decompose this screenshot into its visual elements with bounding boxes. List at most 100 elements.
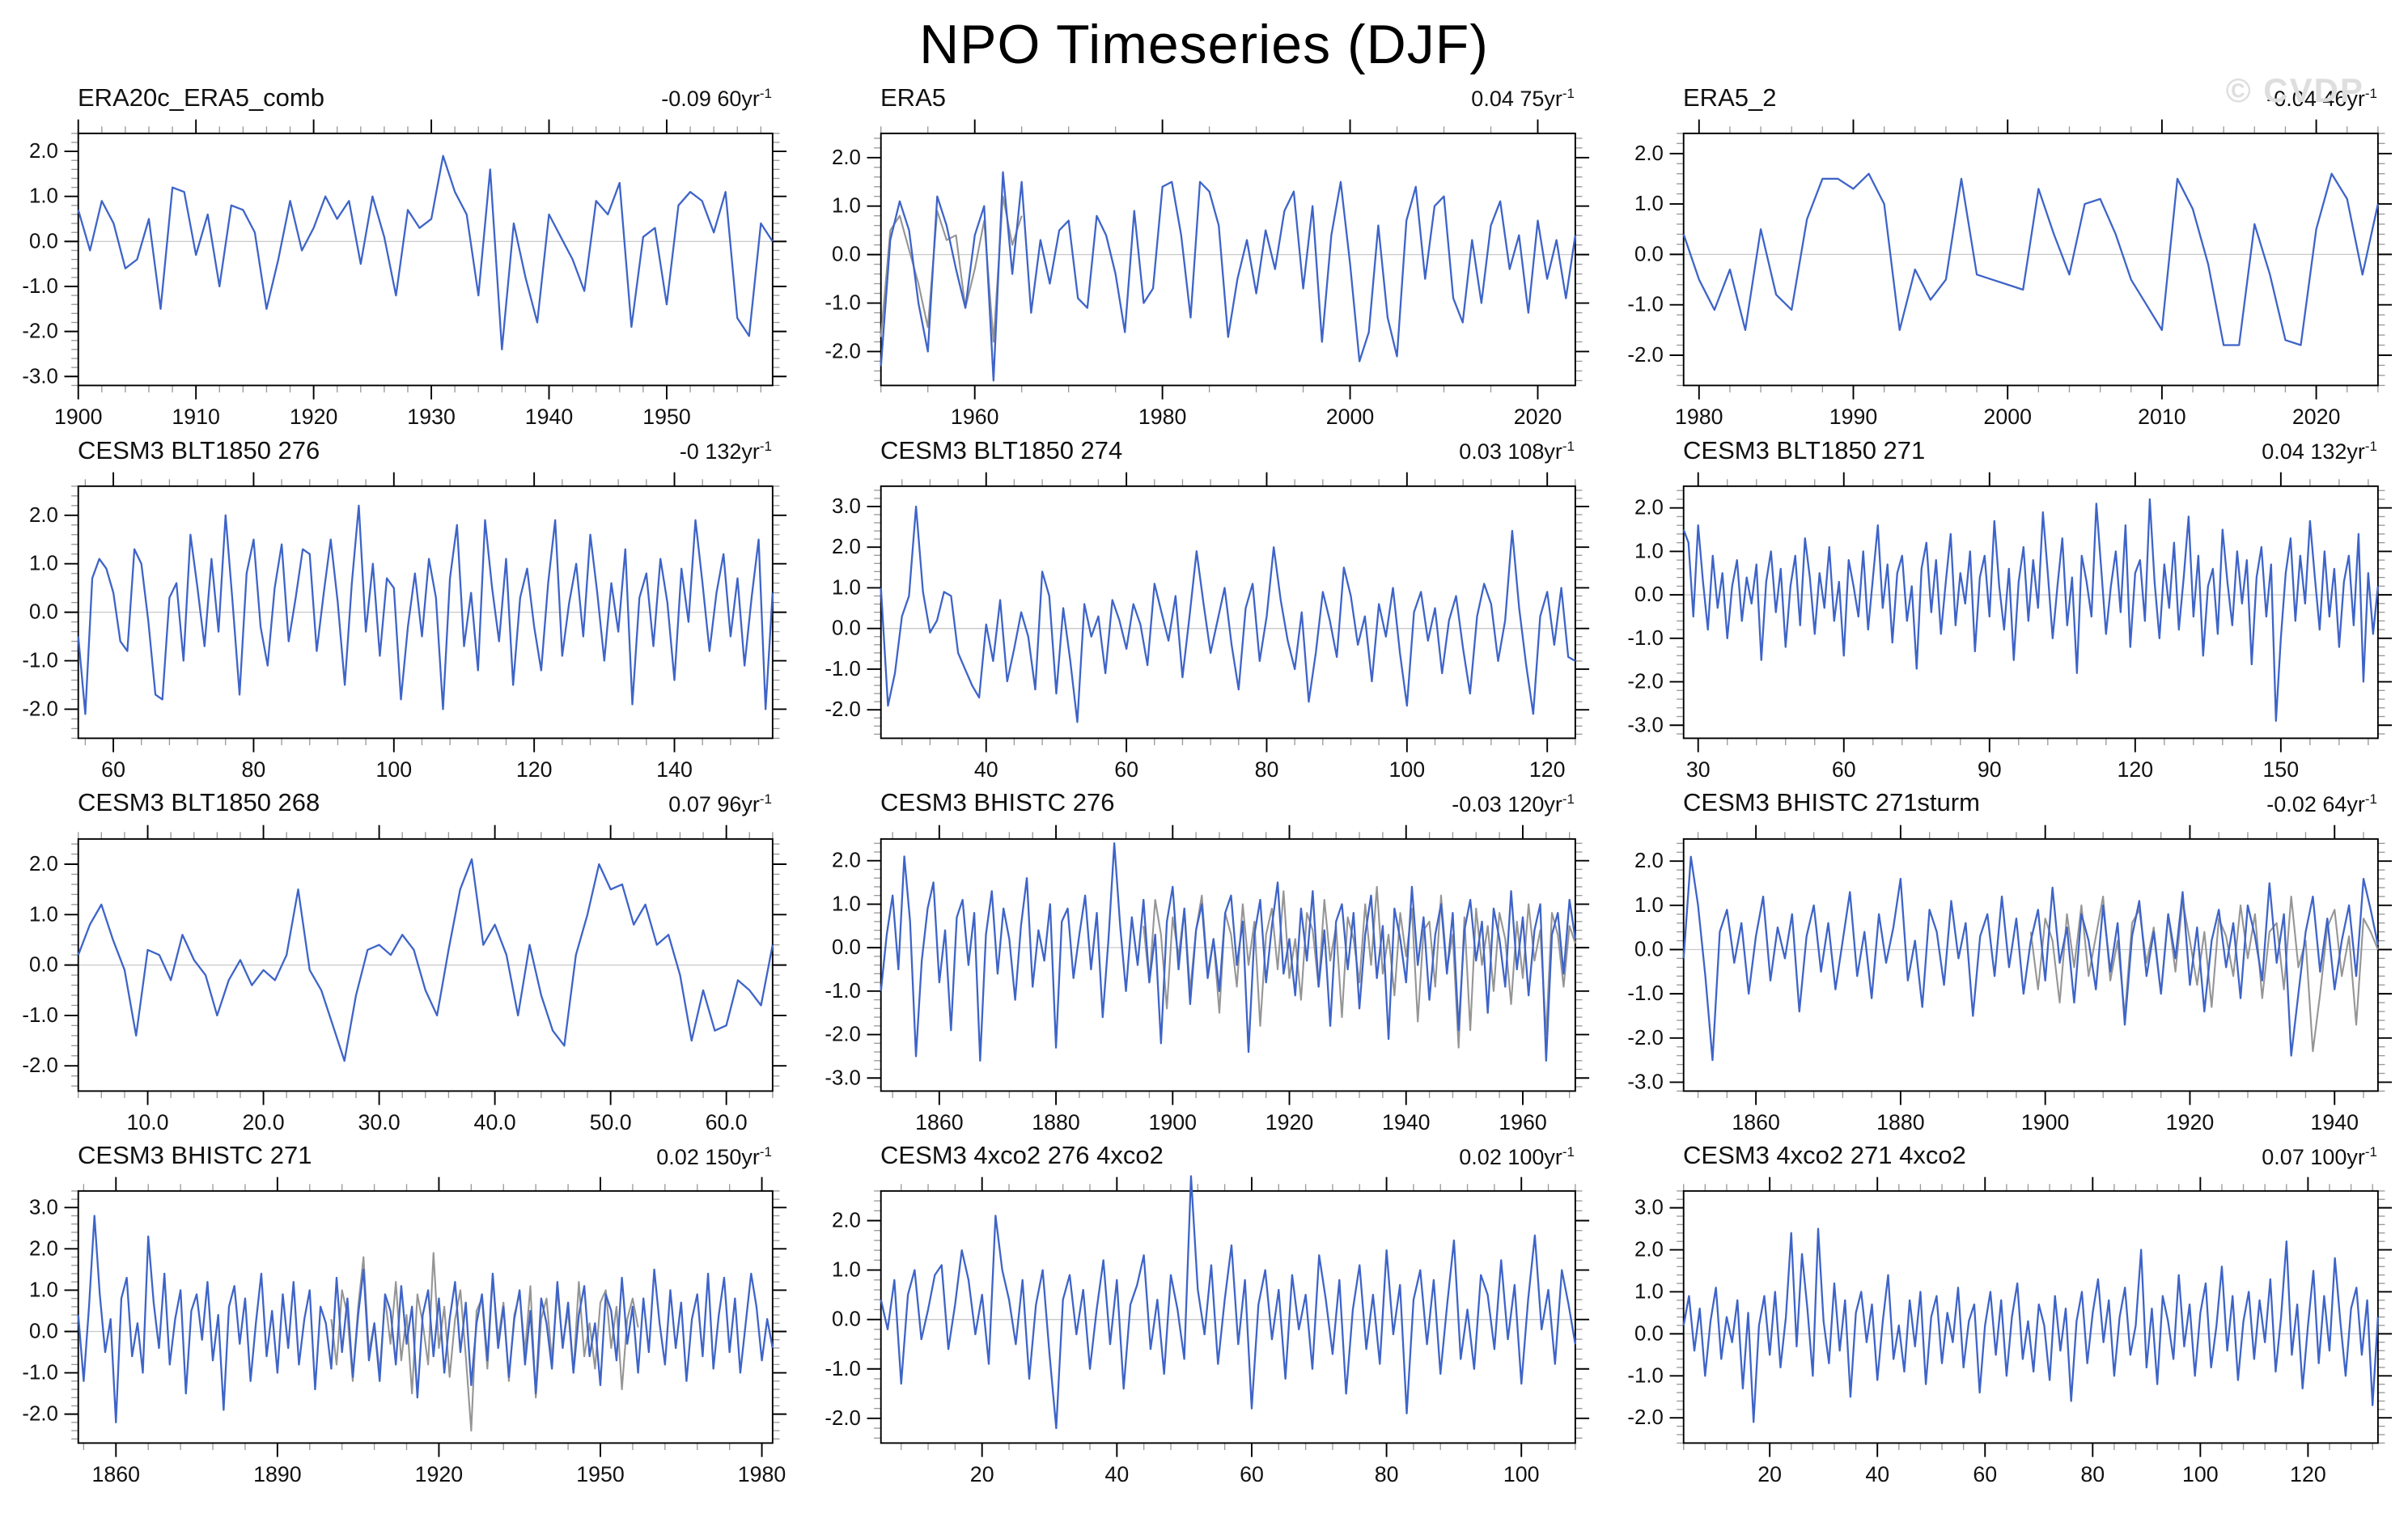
y-tick-label: 2.0 xyxy=(1634,497,1664,519)
y-tick-label: 0.0 xyxy=(1634,938,1664,960)
x-tick-label: 30 xyxy=(1686,757,1711,782)
y-tick-label: -2.0 xyxy=(22,1403,57,1426)
trend-superscript: -1 xyxy=(2364,86,2377,102)
panel-header: CESM3 4xco2 271 4xco2 0.07 100yr-1 xyxy=(1626,1142,2393,1171)
x-tick-label: 1920 xyxy=(415,1462,464,1486)
plot-frame xyxy=(1682,485,2379,740)
x-tick-label: 40.0 xyxy=(474,1110,516,1134)
x-tick-label: 1960 xyxy=(951,405,999,429)
x-tick-label: 1950 xyxy=(576,1462,625,1486)
y-tick-label: 2.0 xyxy=(29,1238,58,1261)
trend-superscript: -1 xyxy=(759,86,772,102)
y-tick-label: -2.0 xyxy=(1627,670,1663,693)
timeseries-plot: -2.0 -1.0 0.0 1.0 2.0 10.0 20.0 30.0 40.0 50.0 60.… xyxy=(22,825,787,1134)
x-tick-label: 80 xyxy=(2080,1462,2105,1486)
panel-title: CESM3 BHISTC 271 xyxy=(78,1141,312,1170)
panel-header: ERA20c_ERA5_comb -0.09 60yr-1 xyxy=(21,83,788,113)
y-tick-label: 1.0 xyxy=(29,903,58,926)
x-tick-label: 1880 xyxy=(1876,1110,1925,1134)
panel-header: CESM3 BHISTC 271sturm -0.02 64yr-1 xyxy=(1626,789,2393,818)
x-tick-label: 100 xyxy=(1503,1462,1540,1486)
x-tick-label: 1980 xyxy=(1138,405,1187,429)
y-tick-label: -3.0 xyxy=(1627,714,1663,736)
x-tick-label: 100 xyxy=(375,757,412,782)
y-tick-label: 2.0 xyxy=(29,140,58,163)
x-tick-label: 1980 xyxy=(1675,405,1723,429)
timeseries-line-blue xyxy=(880,842,1577,1062)
y-tick-label: -1.0 xyxy=(825,1358,860,1380)
x-tick-label: 100 xyxy=(2182,1462,2219,1486)
panel-title: CESM3 BLT1850 274 xyxy=(880,435,1123,464)
x-tick-label: 1960 xyxy=(1499,1110,1547,1134)
trend-superscript: -1 xyxy=(1562,791,1575,807)
y-tick-label: 0.0 xyxy=(29,600,58,623)
y-tick-label: -3.0 xyxy=(22,365,57,388)
x-tick-label: 40 xyxy=(1104,1462,1129,1486)
panel-title: ERA5_2 xyxy=(1683,83,1777,112)
plot-frame xyxy=(880,837,1576,1092)
panel-header: CESM3 BLT1850 268 0.07 96yr-1 xyxy=(21,789,788,818)
timeseries-panel: CESM3 BHISTC 276 -0.03 120yr-1 -3.0 -2.0 -1.… xyxy=(824,789,1591,1139)
panel-trend-label: 0.04 75yr-1 xyxy=(1471,86,1575,112)
y-tick-label: 0.0 xyxy=(832,617,861,640)
trend-superscript: -1 xyxy=(759,439,772,455)
y-tick-label: 2.0 xyxy=(832,1210,861,1232)
y-tick-label: 2.0 xyxy=(832,849,861,871)
panel-title: CESM3 BHISTC 276 xyxy=(880,788,1115,817)
panel-header: ERA5 0.04 75yr-1 xyxy=(824,83,1591,113)
timeseries-line-blue xyxy=(77,1215,774,1424)
y-tick-label: 2.0 xyxy=(29,853,58,876)
x-tick-label: 1940 xyxy=(1382,1110,1431,1134)
panel-trend-label: 0.04 132yr-1 xyxy=(2262,439,2377,464)
timeseries-line-blue xyxy=(77,155,774,351)
cvdp-watermark: © CVDP xyxy=(2225,71,2364,109)
panel-title: ERA20c_ERA5_comb xyxy=(78,83,324,112)
x-tick-label: 90 xyxy=(1978,757,2002,782)
timeseries-line-blue xyxy=(77,504,774,715)
y-tick-label: 1.0 xyxy=(1634,893,1664,916)
y-tick-label: 0.0 xyxy=(29,953,58,976)
x-tick-label: 20 xyxy=(1757,1462,1782,1486)
timeseries-line-blue xyxy=(1682,498,2380,722)
plot-frame xyxy=(1682,132,2379,387)
x-tick-label: 1900 xyxy=(54,405,103,429)
timeseries-line-blue xyxy=(880,171,1577,382)
y-tick-label: 3.0 xyxy=(1634,1197,1664,1219)
timeseries-line-blue xyxy=(880,505,1576,723)
timeseries-panel: CESM3 BHISTC 271sturm -0.02 64yr-1 -3.0 -2.… xyxy=(1626,789,2393,1139)
timeseries-plot: -3.0 -2.0 -1.0 0.0 1.0 2.0 1900 1910 1920 1930 194… xyxy=(22,119,787,429)
y-tick-label: -2.0 xyxy=(1627,344,1663,367)
x-tick-label: 60 xyxy=(1114,757,1138,782)
panel-header: CESM3 BLT1850 274 0.03 108yr-1 xyxy=(824,435,1591,466)
x-tick-label: 60 xyxy=(1240,1462,1264,1486)
y-tick-label: -2.0 xyxy=(22,698,57,720)
y-tick-label: 1.0 xyxy=(832,1259,861,1282)
x-tick-label: 80 xyxy=(1375,1462,1399,1486)
timeseries-plot: -3.0 -2.0 -1.0 0.0 1.0 2.0 1860 1880 1900 1920 194… xyxy=(825,825,1590,1134)
y-tick-label: -2.0 xyxy=(825,1407,860,1430)
plot-frame xyxy=(1682,837,2379,1092)
x-tick-label: 1950 xyxy=(642,405,691,429)
timeseries-plot: -2.0 -1.0 0.0 1.0 2.0 3.0 40 60 80 100 120 xyxy=(825,472,1590,782)
y-tick-label: -1.0 xyxy=(825,658,860,681)
panel-trend-label: 0.03 108yr-1 xyxy=(1459,439,1575,464)
y-tick-label: 0.0 xyxy=(1634,583,1664,606)
x-tick-label: 20.0 xyxy=(243,1110,285,1134)
panel-header: CESM3 4xco2 276 4xco2 0.02 100yr-1 xyxy=(824,1142,1591,1171)
x-tick-label: 1940 xyxy=(2310,1110,2359,1134)
x-tick-label: 1920 xyxy=(1265,1110,1314,1134)
timeseries-plot: -2.0 -1.0 0.0 1.0 2.0 1960 1980 2000 2020 xyxy=(825,119,1590,429)
y-tick-label: 1.0 xyxy=(1634,1281,1664,1304)
y-tick-label: 0.0 xyxy=(832,936,861,959)
x-tick-label: 40 xyxy=(1865,1462,1889,1486)
timeseries-plot: -3.0 -2.0 -1.0 0.0 1.0 2.0 1860 1880 1900 1920 194… xyxy=(1627,825,2393,1134)
x-tick-label: 80 xyxy=(242,757,266,782)
x-tick-label: 140 xyxy=(656,757,693,782)
timeseries-plot: -2.0 -1.0 0.0 1.0 2.0 3.0 20 40 60 80 100 120 xyxy=(1627,1177,2393,1486)
x-tick-label: 1860 xyxy=(1732,1110,1780,1134)
panel-title: ERA5 xyxy=(880,83,946,112)
x-tick-label: 2010 xyxy=(2138,405,2186,429)
timeseries-line-gray xyxy=(2029,895,2379,1052)
y-tick-label: 1.0 xyxy=(1634,193,1664,215)
y-tick-label: -1.0 xyxy=(22,1003,57,1026)
